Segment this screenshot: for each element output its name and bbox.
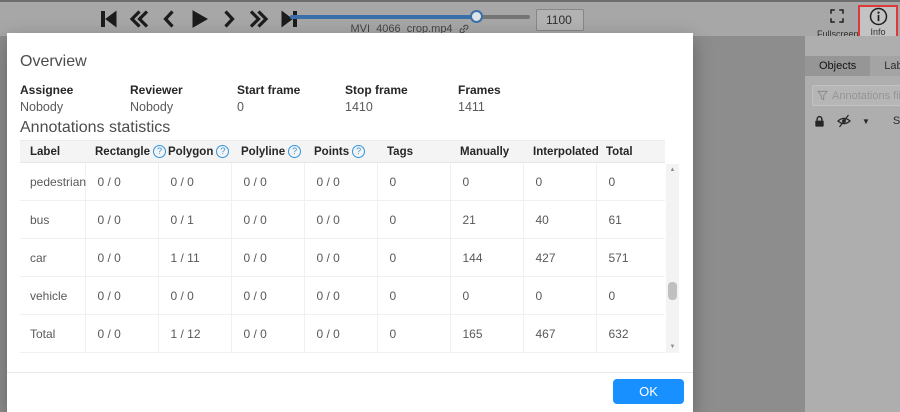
lock-icon[interactable] bbox=[813, 115, 826, 128]
sort-label[interactable]: Sort bbox=[892, 115, 900, 127]
overview-fields: Assignee Nobody Reviewer Nobody Start fr… bbox=[20, 83, 501, 114]
last-frame-icon bbox=[281, 10, 297, 28]
previous-frame-button[interactable] bbox=[157, 6, 181, 32]
col-polyline: Polyline? bbox=[231, 140, 304, 163]
job-info-modal: Overview Assignee Nobody Reviewer Nobody… bbox=[7, 33, 693, 412]
overview-title: Overview bbox=[20, 53, 87, 70]
col-rectangle: Rectangle? bbox=[85, 140, 166, 163]
field-assignee: Assignee Nobody bbox=[20, 83, 130, 114]
field-reviewer: Reviewer Nobody bbox=[130, 83, 237, 114]
forward-jump-button[interactable] bbox=[247, 6, 271, 32]
hidden-eye-icon[interactable] bbox=[837, 114, 851, 128]
previous-frame-icon bbox=[163, 10, 174, 28]
sidebar-tabs: Objects Labels bbox=[805, 56, 900, 76]
frame-number-input[interactable] bbox=[536, 9, 584, 31]
backward-jump-button[interactable] bbox=[127, 6, 151, 32]
statistics-title: Annotations statistics bbox=[20, 119, 171, 136]
forward-jump-icon bbox=[249, 10, 269, 28]
next-frame-button[interactable] bbox=[217, 6, 241, 32]
field-stop-frame: Stop frame 1410 bbox=[345, 83, 458, 114]
field-frames: Frames 1411 bbox=[458, 83, 501, 114]
col-points: Points? bbox=[304, 140, 377, 163]
help-icon[interactable]: ? bbox=[152, 145, 166, 158]
frame-slider[interactable] bbox=[290, 10, 530, 23]
ok-button[interactable]: OK bbox=[613, 379, 684, 404]
link-icon bbox=[459, 24, 469, 34]
field-value: 0 bbox=[237, 100, 244, 114]
col-manually: Manually bbox=[450, 140, 523, 163]
annotations-filter bbox=[812, 85, 900, 106]
tab-objects[interactable]: Objects bbox=[805, 56, 871, 76]
help-icon[interactable]: ? bbox=[288, 145, 302, 158]
col-polygon: Polygon? bbox=[158, 140, 231, 163]
fullscreen-button[interactable]: Fullscreen bbox=[817, 7, 859, 39]
frame-slider-fill bbox=[290, 15, 478, 19]
field-value: 1411 bbox=[458, 100, 485, 114]
help-icon[interactable]: ? bbox=[352, 145, 366, 158]
info-label: Info bbox=[870, 27, 886, 37]
next-frame-icon bbox=[224, 10, 235, 28]
first-frame-icon bbox=[101, 10, 117, 28]
annotations-filter-input[interactable] bbox=[812, 85, 900, 106]
table-header-row: Label Rectangle? Polygon? Polyline? Poin… bbox=[20, 140, 665, 163]
backward-jump-icon bbox=[129, 10, 149, 28]
filter-funnel-icon bbox=[817, 90, 828, 101]
play-icon bbox=[192, 10, 209, 28]
field-label: Reviewer bbox=[130, 83, 183, 97]
col-label: Label bbox=[20, 140, 85, 163]
play-button[interactable] bbox=[187, 6, 211, 32]
field-value: Nobody bbox=[130, 100, 174, 114]
field-value: 1410 bbox=[345, 100, 373, 114]
field-label: Frames bbox=[458, 83, 501, 97]
help-icon[interactable]: ? bbox=[216, 145, 230, 158]
last-frame-button[interactable] bbox=[277, 6, 301, 32]
player-toolbar: MVI_4066_crop.mp4 Fullscreen Info bbox=[0, 0, 900, 39]
info-button-highlight: Info bbox=[858, 5, 898, 39]
field-label: Start frame bbox=[237, 83, 301, 97]
table-scrollbar[interactable]: ▲ ▼ bbox=[666, 164, 679, 353]
objects-toolbar: ▼ Sort bbox=[813, 114, 900, 128]
field-label: Stop frame bbox=[345, 83, 408, 97]
objects-sidebar: Objects Labels ▼ Sort bbox=[805, 36, 900, 412]
info-icon bbox=[869, 7, 887, 26]
col-tags: Tags bbox=[377, 140, 450, 163]
field-label: Assignee bbox=[20, 83, 74, 97]
info-button[interactable]: Info bbox=[860, 7, 896, 37]
filename-text: MVI_4066_crop.mp4 bbox=[350, 23, 453, 35]
scrollbar-thumb[interactable] bbox=[668, 282, 677, 300]
annotations-statistics-table: Label Rectangle? Polygon? Polyline? Poin… bbox=[20, 140, 665, 353]
scroll-down-icon[interactable]: ▼ bbox=[669, 344, 676, 350]
frame-slider-handle[interactable] bbox=[470, 10, 484, 23]
scroll-up-icon[interactable]: ▲ bbox=[669, 167, 676, 173]
col-interpolated: Interpolated bbox=[523, 140, 599, 163]
fullscreen-icon bbox=[830, 9, 844, 23]
player-controls bbox=[97, 6, 301, 32]
modal-footer-divider bbox=[7, 372, 693, 373]
task-filename-link[interactable]: MVI_4066_crop.mp4 bbox=[300, 23, 520, 35]
fullscreen-label: Fullscreen bbox=[817, 29, 859, 39]
first-frame-button[interactable] bbox=[97, 6, 121, 32]
field-value: Nobody bbox=[20, 100, 64, 114]
col-total: Total bbox=[596, 140, 665, 163]
field-start-frame: Start frame 0 bbox=[237, 83, 345, 114]
tab-labels[interactable]: Labels bbox=[884, 60, 900, 72]
caret-down-icon[interactable]: ▼ bbox=[862, 116, 870, 126]
